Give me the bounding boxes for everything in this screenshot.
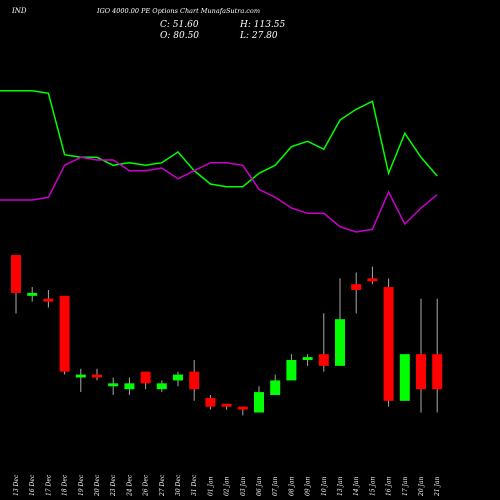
x-tick-label: 20 Dec xyxy=(94,474,101,497)
candle-body xyxy=(156,383,167,390)
x-tick-label: 20 Jan xyxy=(418,476,425,497)
candles-group xyxy=(11,255,443,416)
candle xyxy=(27,287,38,302)
close-value: C: 51.60 xyxy=(160,20,199,30)
candle-body xyxy=(318,354,329,366)
x-tick-label: 26 Dec xyxy=(143,474,150,497)
x-tick-label: 16 Dec xyxy=(29,474,36,496)
candle-body xyxy=(335,319,345,366)
x-tick-label: 23 Dec xyxy=(110,474,117,497)
candle-body xyxy=(27,292,38,296)
candle xyxy=(43,290,54,308)
candle-body xyxy=(221,403,232,407)
candle xyxy=(108,377,119,395)
candle xyxy=(367,266,378,285)
x-tick-label: 21 Jan xyxy=(434,476,441,497)
candle xyxy=(59,295,70,375)
candle-body xyxy=(432,354,443,390)
x-tick-label: 24 Dec xyxy=(126,474,133,497)
x-tick-label: 30 Dec xyxy=(175,474,182,496)
x-axis-ticks: 13 Dec 16 Dec 17 Dec 18 Dec 19 Dec 20 Dec 23 D… xyxy=(13,474,441,497)
x-tick-label: 15 Jan xyxy=(369,476,376,496)
candle-body xyxy=(108,383,119,387)
candle xyxy=(416,298,426,413)
candle-body xyxy=(43,298,54,302)
x-tick-label: 17 Dec xyxy=(45,474,52,496)
indicator-line-1 xyxy=(0,89,438,188)
candle xyxy=(383,278,394,407)
candle-body xyxy=(286,360,297,381)
candle xyxy=(221,403,232,410)
candle-body xyxy=(173,374,183,381)
candle xyxy=(173,371,183,387)
candle xyxy=(92,368,102,381)
x-tick-label: 09 Jan xyxy=(305,476,312,496)
x-tick-label: 13 Dec xyxy=(13,474,20,496)
candle xyxy=(189,360,200,401)
candle xyxy=(237,406,248,416)
indicator-lines xyxy=(0,89,438,233)
candle xyxy=(11,255,21,314)
candle-body xyxy=(11,255,21,293)
candle-body xyxy=(124,383,135,390)
x-tick-label: 08 Jan xyxy=(288,476,295,496)
candle-body xyxy=(140,371,151,384)
x-tick-label: 31 Dec xyxy=(191,474,198,496)
x-tick-label: 13 Jan xyxy=(337,476,344,496)
candle-body xyxy=(59,295,70,372)
candle xyxy=(124,377,135,395)
x-tick-label: 27 Dec xyxy=(159,474,166,497)
low-value: L: 27.80 xyxy=(239,31,278,41)
x-tick-label: 16 Jan xyxy=(386,476,393,496)
candle-body xyxy=(237,406,248,410)
candle-body xyxy=(270,380,281,395)
candle xyxy=(302,354,313,366)
candle-body xyxy=(75,374,86,378)
candle-body xyxy=(399,354,410,401)
candle-body xyxy=(416,354,426,390)
candle-body xyxy=(383,287,394,401)
x-tick-label: 19 Dec xyxy=(78,474,85,496)
open-value: O: 80.50 xyxy=(160,31,199,41)
x-tick-label: 18 Dec xyxy=(62,474,69,496)
candle xyxy=(156,380,167,393)
x-tick-label: 10 Jan xyxy=(321,476,328,496)
candle xyxy=(399,354,410,401)
candle-body xyxy=(92,374,102,378)
x-tick-label: 14 Jan xyxy=(353,476,360,496)
candle xyxy=(286,354,297,381)
candle-body xyxy=(351,284,362,290)
candle-body xyxy=(302,357,313,360)
indicator-line-2 xyxy=(0,156,438,233)
chart-symbol: IND xyxy=(11,7,27,15)
x-tick-label: 02 Jan xyxy=(224,476,231,496)
candle-body xyxy=(367,278,378,282)
x-tick-label: 06 Jan xyxy=(256,476,263,496)
candle-body xyxy=(254,392,264,413)
x-tick-label: 03 Jan xyxy=(240,476,247,496)
candle xyxy=(254,386,264,413)
candle xyxy=(205,395,216,410)
chart-subtitle: IGO 4000.00 PE Options Chart MunafaSutra… xyxy=(96,7,260,15)
candle xyxy=(335,278,345,366)
candle xyxy=(75,368,86,393)
candle xyxy=(140,371,151,390)
x-tick-label: 01 Jan xyxy=(207,476,214,496)
candle xyxy=(351,272,362,314)
high-value: H: 113.55 xyxy=(239,20,286,30)
candle-body xyxy=(189,371,200,390)
x-tick-label: 07 Jan xyxy=(272,476,279,496)
x-tick-label: 17 Jan xyxy=(402,476,409,496)
candle xyxy=(318,313,329,372)
candle xyxy=(432,298,443,413)
candle xyxy=(270,374,281,395)
candle-body xyxy=(205,397,216,407)
